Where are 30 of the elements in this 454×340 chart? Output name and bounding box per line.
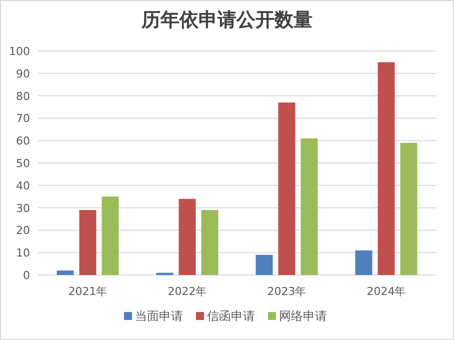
y-tick-label: 70 (16, 112, 30, 126)
bar (278, 102, 296, 275)
legend-label: 网络申请 (279, 309, 327, 323)
x-tick-label: 2024年 (366, 285, 406, 298)
legend-label: 信函申请 (207, 309, 255, 323)
bar (300, 138, 318, 275)
y-tick-label: 40 (16, 179, 30, 192)
chart-title: 历年依申请公开数量 (140, 9, 312, 31)
bar (400, 142, 418, 275)
x-tick-label: 2023年 (267, 285, 306, 298)
bar (178, 198, 196, 275)
bar (201, 210, 218, 275)
y-tick-label: 10 (16, 246, 30, 260)
x-tick-label: 2022年 (168, 285, 207, 298)
bar (355, 250, 372, 275)
bar (102, 196, 119, 275)
y-tick-label: 90 (16, 67, 30, 80)
x-tick-label: 2021年 (68, 285, 108, 298)
y-tick-label: 20 (16, 224, 30, 238)
bar (56, 270, 74, 275)
y-tick-label: 60 (16, 134, 30, 148)
y-tick-label: 80 (16, 90, 30, 103)
y-tick-label: 100 (9, 45, 30, 58)
bar (378, 62, 395, 275)
y-tick-label: 0 (23, 269, 30, 282)
bar (256, 254, 273, 275)
y-tick-label: 50 (16, 157, 30, 170)
y-tick-label: 30 (16, 202, 30, 215)
bar (79, 210, 96, 275)
legend-label: 当面申请 (135, 309, 183, 323)
